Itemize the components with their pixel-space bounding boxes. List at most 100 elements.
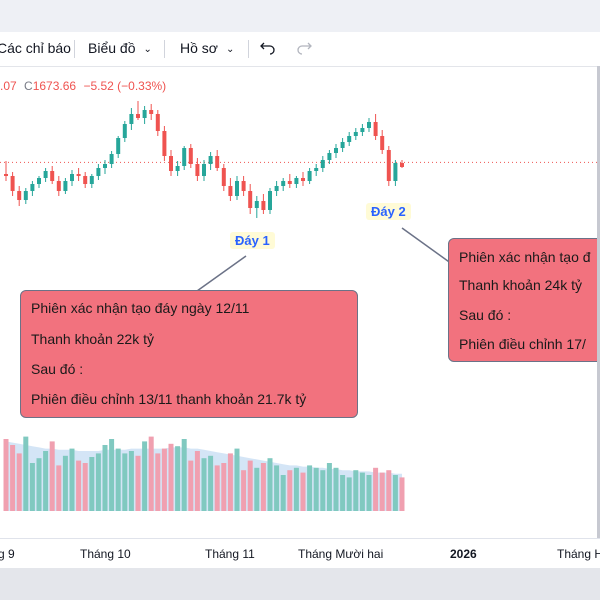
candle-body (235, 181, 239, 196)
volume-bar (227, 453, 233, 511)
callout-text: Sau đó : (459, 307, 512, 323)
volume-bar (287, 470, 293, 511)
volume-bar (36, 458, 42, 511)
candle-body (281, 181, 286, 186)
candle-body (360, 128, 365, 132)
candle-body (63, 181, 68, 191)
candle-body (169, 156, 173, 171)
time-axis-label: g 9 (0, 547, 15, 561)
volume-bar (392, 475, 398, 511)
volume-bar (188, 460, 194, 511)
candle-body (248, 191, 253, 208)
volume-bar (221, 463, 227, 511)
candle-body (307, 171, 312, 181)
candle-body (221, 168, 226, 186)
candle-body (301, 178, 305, 181)
volume-bar (234, 448, 240, 511)
candle-body (314, 168, 319, 171)
candle-body (340, 142, 345, 148)
candle-body (116, 138, 121, 154)
volume-bar (10, 445, 16, 511)
volume-bar (386, 470, 392, 511)
candle-body (182, 148, 187, 166)
volume-bar (109, 439, 115, 511)
volume-bar (267, 458, 273, 511)
toolbar-separator (164, 40, 165, 58)
volume-bar (135, 455, 141, 511)
window-top-strip (0, 0, 600, 32)
volume-bar (115, 448, 121, 511)
callout-bottom-2[interactable]: Phiên xác nhận tạo đ Thanh khoản 24k tỷ … (448, 238, 600, 362)
ohlc-legend: .07 C1673.66 −5.52 (−0.33%) (0, 79, 166, 93)
chart-type-dropdown[interactable]: Biểu đồ ⌄ (88, 40, 152, 56)
ohlc-change-value: −5.52 (−0.33%) (83, 79, 167, 93)
candle-body (380, 136, 385, 150)
candle-body (373, 122, 378, 136)
indicators-label: Các chỉ báo (0, 40, 71, 56)
volume-pane (3, 436, 405, 511)
candle-body (89, 176, 94, 184)
time-axis[interactable]: g 9 Tháng 10 Tháng 11 Tháng Mười hai 202… (0, 538, 600, 569)
candle-body (149, 110, 154, 114)
volume-bar (333, 467, 339, 511)
candle-body (241, 181, 246, 191)
chevron-down-icon: ⌄ (225, 44, 235, 55)
candle-body (274, 186, 279, 191)
volume-bar (89, 457, 95, 511)
candle-body (56, 181, 61, 191)
volume-bar (353, 470, 359, 511)
candle-body (347, 136, 352, 142)
ohlc-close-value: 1673.66 (32, 79, 77, 93)
volume-bar (373, 467, 379, 511)
candle-body (320, 160, 325, 168)
candle-body (393, 163, 398, 181)
callout-text: Phiên điều chỉnh 17/ (459, 336, 586, 352)
volume-bar (379, 472, 385, 511)
volume-bar (76, 460, 82, 511)
callout-pointer-2 (401, 227, 453, 265)
candle-body (287, 181, 292, 184)
volume-bar (326, 463, 332, 511)
volume-bar (366, 475, 372, 511)
volume-bar (214, 465, 220, 511)
volume-bar (307, 465, 313, 511)
candle-body (294, 178, 299, 184)
candle-body (386, 150, 391, 181)
redo-icon[interactable] (296, 39, 312, 58)
volume-bar (359, 472, 365, 511)
undo-icon[interactable] (260, 39, 276, 58)
candle-body (162, 131, 167, 156)
volume-bar (43, 451, 49, 511)
volume-bar (313, 467, 319, 511)
bottom-1-label: Đáy 1 (230, 232, 275, 249)
candle-body (23, 191, 28, 200)
volume-bar (62, 455, 68, 511)
callout-text: Phiên điều chỉnh 13/11 thanh khoản 21.7k… (31, 391, 307, 407)
ohlc-close-label: C (24, 79, 33, 93)
panel-edge (597, 66, 600, 538)
bottom-2-label: Đáy 2 (366, 203, 411, 220)
volume-bar (260, 463, 266, 511)
volume-bar (49, 441, 55, 511)
profile-dropdown[interactable]: Hồ sơ ⌄ (180, 40, 234, 56)
volume-bar (102, 445, 108, 511)
indicators-button[interactable]: Các chỉ báo (0, 40, 71, 56)
time-axis-label: Tháng Mười hai (298, 547, 384, 561)
volume-bar (175, 446, 181, 511)
chevron-down-icon: ⌄ (143, 44, 152, 55)
candle-body (202, 164, 206, 176)
volume-bar (122, 453, 128, 511)
volume-bar (155, 453, 161, 511)
volume-bar (208, 455, 214, 511)
candle-body (208, 156, 213, 164)
volume-bar (274, 465, 280, 511)
callout-bottom-1[interactable]: Phiên xác nhận tạo đáy ngày 12/11 Thanh … (20, 290, 358, 418)
volume-bar (168, 443, 174, 511)
price-chart[interactable] (0, 66, 600, 538)
volume-bar (194, 451, 200, 511)
candle-body (175, 166, 180, 171)
candle-body (155, 114, 160, 131)
volume-bar (340, 475, 346, 511)
callout-text: Phiên xác nhận tạo đ (459, 249, 591, 265)
volume-bar (247, 460, 253, 511)
